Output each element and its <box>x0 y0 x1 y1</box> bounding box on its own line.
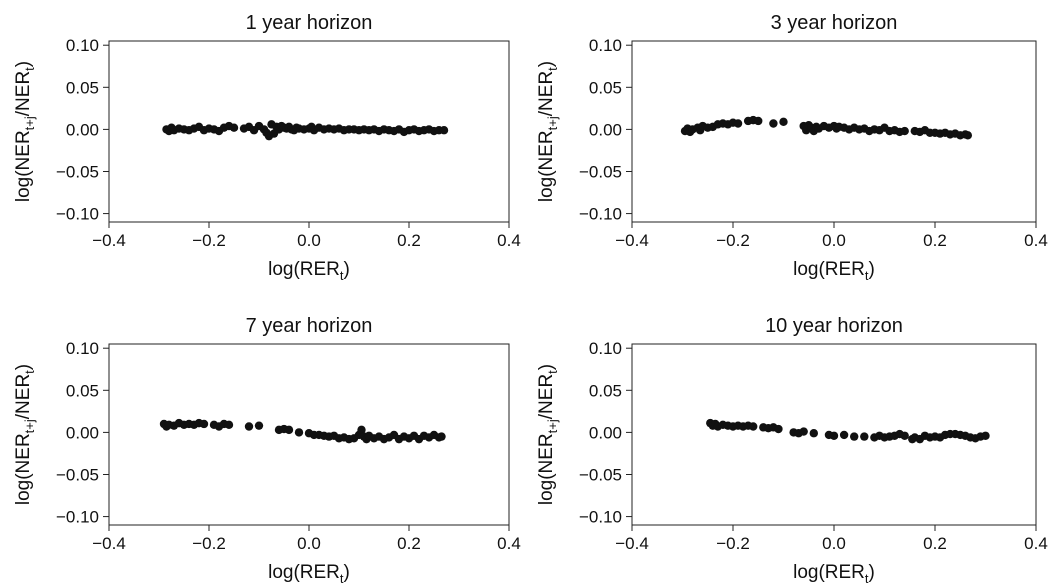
x-tick-label: −0.2 <box>192 231 226 250</box>
y-tick-label: 0.05 <box>66 381 99 400</box>
x-tick-label: −0.4 <box>615 534 649 553</box>
chart-title: 1 year horizon <box>246 12 373 34</box>
y-tick-label: 0.00 <box>589 423 622 442</box>
data-point <box>981 431 990 440</box>
data-point <box>860 432 869 441</box>
data-point <box>779 117 788 127</box>
x-tick-label: 0.0 <box>822 231 846 250</box>
y-tick-label: −0.05 <box>56 162 99 181</box>
x-axis-label: log(RERt) <box>793 259 875 283</box>
y-tick-label: −0.05 <box>579 465 622 484</box>
data-point <box>829 431 839 440</box>
data-point <box>733 119 743 128</box>
x-tick-label: −0.2 <box>716 231 750 250</box>
data-point <box>900 126 909 136</box>
y-axis-label: log(NERt+j/NERt) <box>536 364 560 505</box>
data-point <box>850 432 859 441</box>
x-tick-label: 0.0 <box>822 534 846 553</box>
x-tick-label: −0.2 <box>716 534 750 553</box>
y-tick-label: 0.00 <box>66 423 99 442</box>
y-tick-label: −0.10 <box>56 508 99 527</box>
data-point <box>774 424 783 434</box>
y-axis-label: log(NERt+j/NERt) <box>13 61 37 202</box>
y-tick-label: 0.00 <box>66 120 99 139</box>
data-point <box>769 119 778 128</box>
x-tick-label: 0.2 <box>923 231 947 250</box>
y-axis-label: log(NERt+j/NERt) <box>536 61 560 202</box>
y-tick-label: −0.05 <box>579 162 622 181</box>
data-point <box>839 430 849 440</box>
y-tick-label: −0.10 <box>579 508 622 527</box>
chart-title: 7 year horizon <box>246 315 373 337</box>
x-tick-label: 0.2 <box>397 231 421 250</box>
chart-panel-2: 3 year horizon −0.4 −0.2 0.0 0.2 0.4 0.10 0.05 0… <box>536 12 1048 283</box>
x-tick-label: 0.4 <box>497 534 521 553</box>
y-tick-label: 0.00 <box>589 120 622 139</box>
x-tick-label: −0.2 <box>192 534 226 553</box>
x-tick-label: 0.2 <box>397 534 421 553</box>
data-point <box>224 420 234 430</box>
data-point <box>199 419 209 429</box>
y-tick-label: −0.10 <box>56 205 99 224</box>
data-point <box>963 131 973 140</box>
data-point <box>754 116 763 126</box>
data-point <box>809 429 818 438</box>
x-axis-label: log(RERt) <box>268 562 350 586</box>
data-point <box>229 123 239 132</box>
x-axis-label: log(RERt) <box>793 562 875 586</box>
data-point <box>244 422 254 431</box>
chart-title: 3 year horizon <box>771 12 898 34</box>
y-tick-label: 0.05 <box>589 78 622 97</box>
y-tick-label: −0.10 <box>579 205 622 224</box>
y-tick-label: −0.05 <box>56 465 99 484</box>
y-tick-label: 0.10 <box>589 339 622 358</box>
y-axis-label: log(NERt+j/NERt) <box>13 364 37 505</box>
y-tick-label: 0.10 <box>66 339 99 358</box>
chart-panel-4: 10 year horizon −0.4 −0.2 0.0 0.2 0.4 0.10 0.05… <box>536 315 1048 586</box>
x-tick-label: −0.4 <box>92 231 126 250</box>
chart-title: 10 year horizon <box>765 315 903 337</box>
y-tick-label: 0.05 <box>589 381 622 400</box>
x-tick-label: 0.4 <box>497 231 521 250</box>
data-point <box>284 425 294 435</box>
x-tick-label: 0.2 <box>923 534 947 553</box>
x-tick-label: 0.0 <box>297 231 321 250</box>
y-tick-label: 0.05 <box>66 78 99 97</box>
data-point <box>749 422 758 431</box>
x-tick-label: −0.4 <box>615 231 649 250</box>
data-point <box>799 427 808 436</box>
y-tick-label: 0.10 <box>66 36 99 55</box>
data-point <box>437 432 446 441</box>
data-point <box>439 126 449 135</box>
x-tick-label: −0.4 <box>92 534 126 553</box>
chart-panel-1: 1 year horizon −0.4 −0.2 0.0 0.2 0.4 0.10 0.05 0… <box>13 12 521 283</box>
data-point <box>294 428 304 437</box>
y-tick-label: 0.10 <box>589 36 622 55</box>
x-tick-label: 0.4 <box>1024 231 1048 250</box>
data-point <box>900 431 909 440</box>
data-point <box>254 421 264 430</box>
x-tick-label: 0.0 <box>297 534 321 553</box>
chart-panel-3: 7 year horizon −0.4 −0.2 0.0 0.2 0.4 0.10 0.05 0… <box>13 315 521 586</box>
data-point <box>357 425 366 435</box>
x-tick-label: 0.4 <box>1024 534 1048 553</box>
x-axis-label: log(RERt) <box>268 259 350 283</box>
